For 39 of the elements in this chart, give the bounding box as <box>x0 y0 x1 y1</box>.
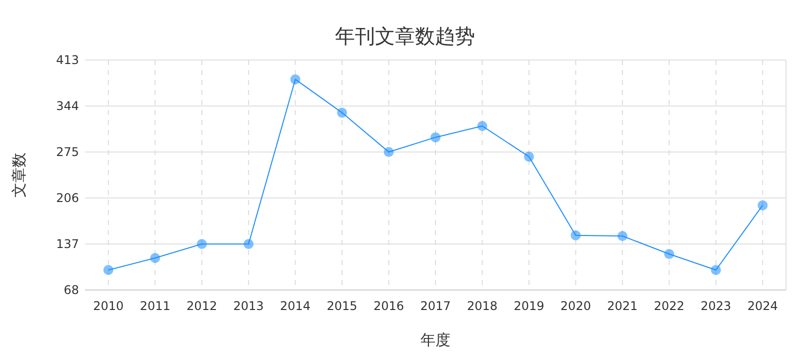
x-tick-label: 2023 <box>700 299 732 313</box>
y-tick-label: 275 <box>56 145 79 159</box>
point <box>103 265 114 275</box>
x-tick-label: 2021 <box>607 299 638 313</box>
x-tick-label: 2015 <box>326 299 358 313</box>
x-axis-title: 年度 <box>420 331 450 349</box>
y-axis-title: 文章数 <box>10 152 28 198</box>
point <box>758 200 768 210</box>
x-tick-label: 2011 <box>140 299 170 313</box>
x-tick-label: 2012 <box>186 299 218 313</box>
y-tick-label: 344 <box>56 99 79 113</box>
x-tick-label: 2013 <box>233 299 264 313</box>
x-tick-label: 2018 <box>466 299 498 313</box>
x-tick-label: 2019 <box>514 299 544 313</box>
x-tick-label: 2010 <box>93 299 124 313</box>
point <box>244 239 254 249</box>
point <box>570 230 581 240</box>
x-tick-label: 2024 <box>747 299 778 313</box>
y-tick-label: 137 <box>56 237 79 251</box>
y-tick-label: 68 <box>64 283 79 297</box>
y-tick-label: 413 <box>56 53 79 67</box>
point <box>290 74 300 84</box>
point <box>664 249 674 259</box>
chart-title: 年刊文章数趋势 <box>335 24 475 48</box>
y-tick-label: 206 <box>56 191 79 205</box>
x-tick-label: 2020 <box>560 299 591 313</box>
x-tick-label: 2016 <box>373 299 404 313</box>
x-tick-label: 2022 <box>654 299 684 313</box>
point <box>430 132 440 142</box>
point <box>524 152 534 162</box>
point <box>384 147 394 157</box>
point <box>196 239 207 249</box>
point <box>617 231 628 241</box>
point <box>710 265 721 275</box>
x-tick-label: 2017 <box>420 299 451 313</box>
point <box>477 121 488 131</box>
x-tick-label: 2014 <box>280 299 311 313</box>
point <box>337 108 348 118</box>
point <box>150 253 160 263</box>
